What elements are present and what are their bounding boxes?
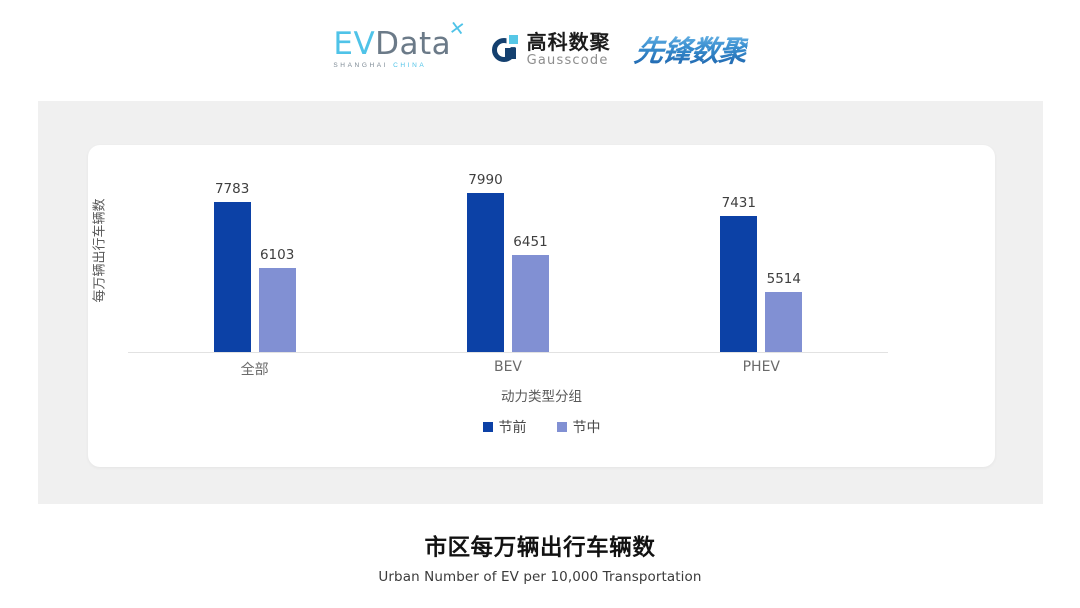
bar-rect[interactable] xyxy=(765,291,803,352)
caption-subtitle-en: Urban Number of EV per 10,000 Transporta… xyxy=(378,569,702,585)
bar-item-1-0[interactable]: 6103 xyxy=(258,155,296,352)
bar-rect[interactable] xyxy=(511,254,549,352)
evdata-tagline-city: SHANGHAI xyxy=(333,62,389,69)
bar-item-0-1[interactable]: 7990 xyxy=(466,155,504,352)
evdata-word-ev: EV xyxy=(333,26,376,62)
bar-rect[interactable] xyxy=(720,215,758,352)
evdata-tagline-country: CHINA xyxy=(393,62,427,69)
x-axis-title: 动力类型分组 xyxy=(501,389,582,405)
x-tick-label-1: BEV xyxy=(493,359,522,375)
bar-group-1: 7990 6451 xyxy=(408,155,608,352)
cross-icon: ✕ xyxy=(447,16,468,42)
bar-group-2: 7431 5514 xyxy=(661,155,861,352)
bar-rect[interactable] xyxy=(213,201,251,352)
gausscode-name-cn: 高科数聚 xyxy=(526,29,611,54)
y-axis-title: 每万辆出行车辆数 xyxy=(86,155,110,345)
bar-group-0: 7783 6103 xyxy=(155,155,355,352)
gausscode-mark-icon xyxy=(491,35,520,63)
x-tick-label-0: 全部 xyxy=(240,362,269,378)
gausscode-name-en: Gausscode xyxy=(526,52,609,68)
bar-value-label: 6103 xyxy=(259,247,295,264)
bar-rect[interactable] xyxy=(466,193,504,352)
chart-legend: 节前 节中 xyxy=(88,417,995,437)
bar-item-0-0[interactable]: 7783 xyxy=(213,155,251,352)
square-cyan-icon xyxy=(508,35,518,44)
xianfeng-shuju-logo: 先锋数聚 xyxy=(632,28,750,70)
legend-label: 节前 xyxy=(498,420,527,436)
caption-block: 市区每万辆出行车辆数 Urban Number of EV per 10,000… xyxy=(0,530,1080,585)
caption-title-cn: 市区每万辆出行车辆数 xyxy=(424,535,656,561)
bar-value-label: 5514 xyxy=(766,270,801,287)
bar-rect[interactable] xyxy=(258,268,296,352)
bar-value-label: 7783 xyxy=(214,180,250,197)
logo-bar: EV Data ✕ SHANGHAI CHINA 高科数聚 Gausscode 先锋… xyxy=(0,17,1080,80)
chart-card: 每万辆出行车辆数 7783 6103 7990 xyxy=(88,145,995,467)
x-axis-baseline xyxy=(128,352,888,353)
gausscode-logo: 高科数聚 Gausscode xyxy=(491,32,611,67)
bar-value-label: 6451 xyxy=(513,233,548,250)
bar-item-0-2[interactable]: 7431 xyxy=(720,155,758,352)
evdata-wordmark: EV Data ✕ xyxy=(333,17,467,62)
legend-item-1[interactable]: 节中 xyxy=(556,417,601,437)
evdata-word-data: Data xyxy=(375,26,452,62)
y-axis-title-text: 每万辆出行车辆数 xyxy=(92,197,108,303)
legend-item-0[interactable]: 节前 xyxy=(482,417,527,437)
square-dark-icon xyxy=(504,48,516,59)
bar-value-label: 7431 xyxy=(721,194,756,211)
bar-chart: 每万辆出行车辆数 7783 6103 7990 xyxy=(88,145,995,467)
legend-label: 节中 xyxy=(572,420,601,436)
bar-item-1-2[interactable]: 5514 xyxy=(765,155,803,352)
evdata-logo: EV Data ✕ SHANGHAI CHINA xyxy=(333,17,467,69)
legend-swatch-icon xyxy=(482,422,493,432)
bar-groups: 7783 6103 7990 6451 xyxy=(128,155,888,352)
evdata-tagline: SHANGHAI CHINA xyxy=(333,62,426,69)
gausscode-wordmark: 高科数聚 Gausscode xyxy=(527,32,611,67)
x-tick-label-2: PHEV xyxy=(742,359,781,375)
legend-swatch-icon xyxy=(556,422,567,432)
bar-value-label: 7990 xyxy=(468,172,503,189)
bar-item-1-1[interactable]: 6451 xyxy=(511,155,549,352)
chart-panel-background: 每万辆出行车辆数 7783 6103 7990 xyxy=(38,101,1043,504)
x-axis-tick-labels: 全部 BEV PHEV xyxy=(128,359,888,379)
